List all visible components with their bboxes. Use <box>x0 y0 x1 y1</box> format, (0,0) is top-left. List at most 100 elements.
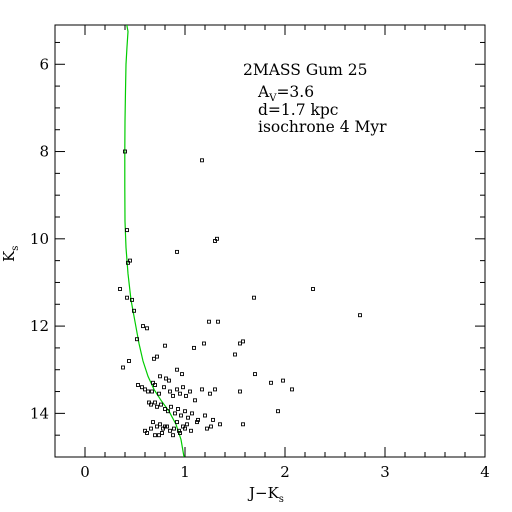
isochrone-curve <box>124 25 185 457</box>
data-point <box>178 431 182 435</box>
data-point <box>130 297 134 302</box>
data-point <box>125 295 129 300</box>
data-point <box>141 324 145 329</box>
data-point <box>152 356 156 361</box>
data-point <box>151 380 155 385</box>
data-point <box>166 409 170 414</box>
x-tick-label: 2 <box>280 463 290 481</box>
data-point <box>136 383 140 387</box>
data-point <box>146 389 150 394</box>
x-tick-label: 0 <box>80 463 90 481</box>
data-point <box>173 411 177 416</box>
y-axis-ticks: 6 8 10 12 14 <box>30 41 485 436</box>
data-point <box>193 398 197 403</box>
data-point <box>127 359 131 363</box>
data-point <box>203 413 207 418</box>
data-points <box>118 149 362 438</box>
data-point <box>238 341 242 346</box>
data-point <box>189 428 193 433</box>
data-point <box>159 402 163 407</box>
data-point <box>145 431 149 435</box>
data-point <box>172 426 176 431</box>
data-point <box>165 424 169 429</box>
data-point <box>158 422 162 427</box>
data-point <box>118 287 122 291</box>
data-point <box>281 378 285 383</box>
data-point <box>181 385 185 390</box>
data-point <box>311 287 315 291</box>
data-point <box>192 345 196 350</box>
x-axis-label: J−Ks <box>247 484 284 505</box>
x-axis-ticks: 0 1 2 3 4 <box>80 25 490 481</box>
data-point <box>177 428 181 433</box>
data-point <box>188 389 192 394</box>
y-tick-label: 12 <box>30 317 49 335</box>
data-point <box>290 387 294 392</box>
data-point <box>169 404 173 409</box>
data-point <box>157 433 161 438</box>
chart-title: 2MASS Gum 25 <box>243 61 368 79</box>
data-point <box>218 422 222 427</box>
data-point <box>200 387 204 392</box>
data-point <box>176 407 180 411</box>
data-point <box>164 376 168 381</box>
data-point <box>132 308 136 313</box>
data-point <box>211 417 215 422</box>
data-point <box>150 389 154 394</box>
data-point <box>207 319 211 324</box>
data-point <box>216 319 220 324</box>
data-point <box>185 422 189 427</box>
data-point <box>175 420 179 425</box>
data-point <box>171 433 175 438</box>
data-point <box>163 424 167 429</box>
data-point <box>125 228 129 233</box>
data-point <box>123 149 127 154</box>
data-point <box>167 378 171 383</box>
data-point <box>209 424 213 429</box>
y-axis-label: Ks <box>0 246 21 262</box>
data-point <box>180 372 184 377</box>
data-point <box>147 400 151 405</box>
data-point <box>183 409 187 414</box>
y-tick-label: 10 <box>30 230 49 248</box>
x-tick-label: 1 <box>180 463 190 481</box>
data-point <box>153 383 157 387</box>
data-point <box>168 389 172 394</box>
data-point <box>276 409 280 414</box>
data-point <box>149 402 153 407</box>
data-point <box>163 343 167 348</box>
data-point <box>155 404 159 409</box>
data-point <box>215 236 219 241</box>
annotation-line: isochrone 4 Myr <box>258 118 387 136</box>
svg-text:Ks: Ks <box>0 246 21 262</box>
data-point <box>208 391 212 396</box>
data-point <box>200 158 204 163</box>
data-point <box>175 387 179 392</box>
data-point <box>175 249 179 254</box>
data-point <box>181 424 185 429</box>
data-point <box>128 258 132 263</box>
data-point <box>186 415 190 420</box>
data-point <box>205 426 209 431</box>
annotation-line: d=1.7 kpc <box>258 101 338 119</box>
data-point <box>168 428 172 433</box>
data-point <box>213 239 217 243</box>
annotation-line: AV=3.6 <box>257 83 314 104</box>
data-point <box>183 426 187 431</box>
data-point <box>153 433 157 438</box>
data-point <box>135 337 139 342</box>
data-point <box>190 411 194 416</box>
data-point <box>140 385 144 390</box>
data-point <box>241 422 245 427</box>
y-tick-label: 14 <box>30 404 49 422</box>
y-tick-label: 8 <box>39 143 49 161</box>
plot-frame <box>54 24 486 458</box>
isochrone-layer <box>124 25 185 457</box>
data-point <box>161 426 165 431</box>
data-point <box>233 352 237 357</box>
data-point <box>149 426 153 431</box>
